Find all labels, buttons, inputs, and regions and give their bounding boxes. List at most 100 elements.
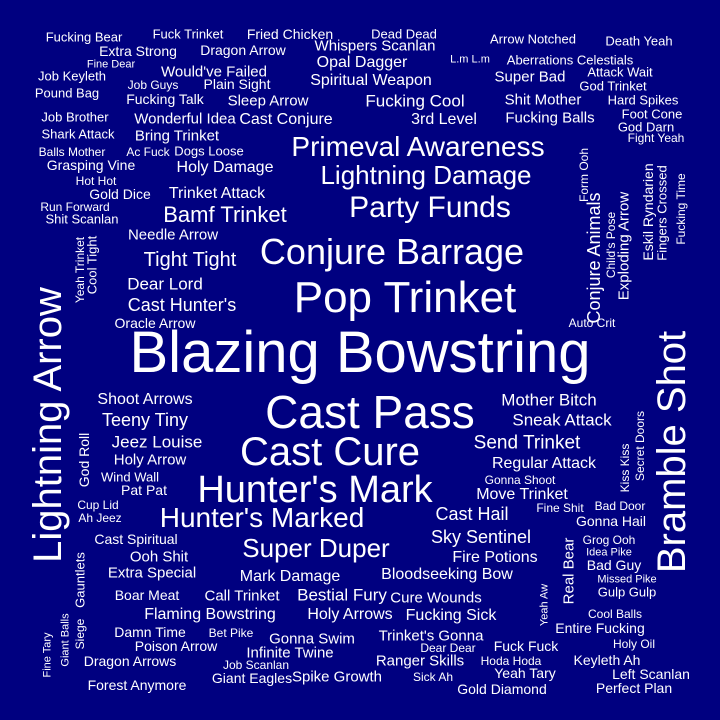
cloud-word: Sleep Arrow [227, 92, 309, 110]
cloud-word: Gonna Shoot [484, 473, 556, 487]
cloud-word: Mark Damage [239, 568, 341, 585]
cloud-word: Dead Dead [371, 26, 437, 42]
cloud-word: Super Bad [494, 68, 566, 86]
cloud-word: Mother Bitch [501, 390, 597, 410]
cloud-word: Infinite Twine [246, 644, 334, 662]
cloud-word: Extra Strong [99, 43, 177, 59]
cloud-word: Fire Potions [452, 549, 538, 566]
cloud-word: Fuck Trinket [152, 26, 224, 42]
cloud-word: Fucking Balls [505, 109, 595, 127]
cloud-word: Hard Spikes [607, 92, 679, 108]
cloud-word: Missed Pike [597, 573, 657, 586]
cloud-word: Cast Conjure [239, 111, 333, 128]
cloud-word: Fucking Sick [405, 607, 497, 624]
cloud-word: Cure Wounds [390, 589, 482, 607]
cloud-word: Super Duper [242, 533, 390, 563]
cloud-word: Fine Shit [536, 501, 584, 515]
cloud-word: Sick Ah [412, 670, 454, 684]
cloud-word: Giant Balls [59, 613, 72, 667]
cloud-word: Whispers Scanlan [314, 37, 436, 55]
cloud-word: Sneak Attack [512, 410, 612, 430]
cloud-word: Bamf Trinket [163, 202, 287, 227]
cloud-word: Lightning Arrow [26, 287, 70, 563]
cloud-word: Left Scanlan [612, 666, 690, 682]
cloud-word: God Darn [617, 119, 675, 135]
cloud-word: Bad Door [594, 499, 646, 513]
cloud-word: Grog Ooh [582, 533, 636, 547]
cloud-word: Fucking Cool [365, 91, 465, 111]
cloud-word: Gonna Swim [269, 630, 355, 648]
cloud-word: Trinket Attack [168, 185, 266, 202]
cloud-word: Dear Lord [127, 274, 203, 294]
cloud-word: Fine Dear [86, 58, 136, 71]
cloud-word: Perfect Plan [595, 680, 673, 696]
cloud-word: Dogs Loose [174, 143, 244, 159]
cloud-word: Wonderful Idea [134, 110, 236, 128]
cloud-word: Form Ooh [577, 147, 591, 203]
cloud-word: Job Guys [127, 78, 179, 92]
cloud-word: Attack Wait [587, 64, 653, 80]
cloud-word: Grasping Vine [46, 157, 136, 173]
cloud-word: Cast Spiritual [94, 531, 178, 547]
cloud-word: Auto Crit [568, 316, 616, 330]
cloud-word: Shark Attack [41, 126, 115, 142]
cloud-word: Yeah Tary [494, 665, 556, 681]
cloud-word: Entire Fucking [555, 620, 645, 636]
cloud-word: Trinket's Gonna [378, 627, 484, 645]
cloud-word: Job Keyleth [38, 68, 106, 84]
cloud-word: Giant Eagles [211, 670, 293, 686]
cloud-word: Shoot Arrows [97, 391, 193, 408]
cloud-word: Exploding Arrow [615, 191, 633, 301]
cloud-word: Shit Mother [504, 91, 582, 109]
cloud-word: 3rd Level [411, 111, 477, 128]
cloud-word: Hunter's Marked [159, 502, 365, 533]
cloud-word: Holy Oil [612, 637, 656, 651]
cloud-word: Gold Diamond [457, 681, 547, 697]
cloud-word: Fight Yeah [627, 131, 685, 145]
cloud-word: Fuck Fuck [493, 638, 559, 654]
cloud-word: Opal Dagger [316, 54, 408, 71]
cloud-word: Holy Arrow [113, 451, 187, 469]
cloud-word: Pound Bag [34, 85, 100, 101]
cloud-word: Foot Cone [621, 106, 683, 122]
cloud-word: Needle Arrow [127, 226, 219, 244]
cloud-word: Job Brother [41, 109, 109, 125]
cloud-word: Forest Anymore [87, 677, 187, 693]
cloud-word: Holy Damage [176, 159, 274, 176]
cloud-word: Shit Scanlan [45, 211, 119, 227]
cloud-word: Gulp Gulp [597, 584, 657, 600]
cloud-word: Aberrations Celestials [506, 52, 634, 68]
cloud-word: Plain Sight [203, 76, 271, 92]
cloud-word: Tight Tight [143, 249, 237, 271]
cloud-word: Ah Jeez [78, 511, 122, 525]
cloud-word: Siege [73, 618, 87, 650]
cloud-word: Child's Pose [604, 211, 618, 279]
cloud-word: Poison Arrow [134, 638, 218, 654]
cloud-word: Cast Cure [239, 430, 421, 474]
cloud-word: Gonna Hail [575, 513, 647, 529]
cloud-word: Dragon Arrow [200, 42, 286, 58]
cloud-word: Eskil Ryndarien [640, 163, 656, 261]
cloud-word: Ranger Skills [375, 652, 465, 670]
cloud-word: Real Bear [560, 537, 578, 605]
cloud-word: Spiritual Weapon [310, 72, 432, 89]
cloud-word: Dear Dear [420, 641, 476, 655]
cloud-word: Cup Lid [77, 498, 119, 512]
cloud-word: Bring Trinket [134, 127, 220, 145]
cloud-word: Hoda Hoda [480, 654, 542, 668]
cloud-word: Hot Hot [75, 174, 117, 188]
cloud-word: Regular Attack [491, 455, 597, 472]
cloud-word: Fried Chicken [246, 26, 334, 42]
cloud-word: Blazing Bowstring [129, 320, 591, 385]
cloud-word: Oracle Arrow [114, 315, 196, 331]
cloud-word: Pat Pat [121, 482, 167, 498]
cloud-word: Hunter's Mark [197, 469, 433, 511]
cloud-word: Wind Wall [100, 469, 160, 485]
cloud-word: Jeez Louise [111, 432, 203, 452]
cloud-word: Job Scanlan [222, 658, 290, 672]
cloud-word: Damn Time [114, 624, 186, 640]
cloud-word: Cool Tight [84, 235, 100, 295]
cloud-word: Fucking Time [674, 173, 688, 245]
cloud-word: Bloodseeking Bow [381, 566, 513, 583]
